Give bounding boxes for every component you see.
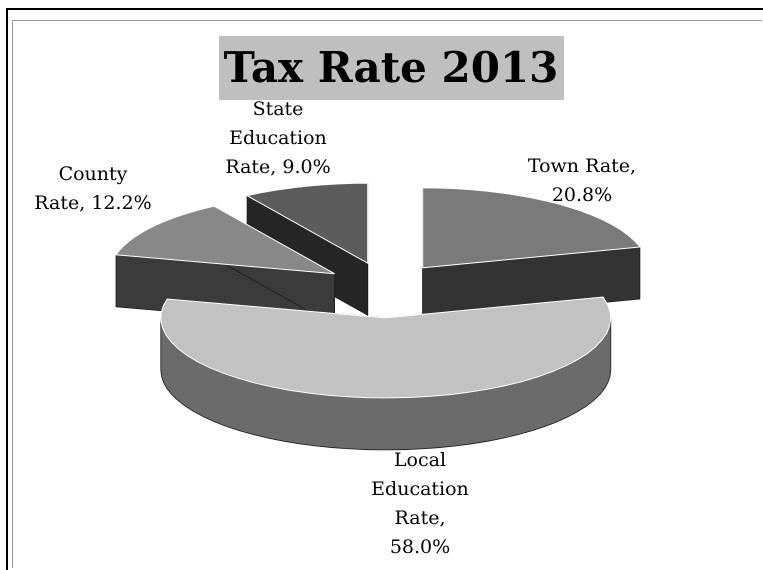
label-town-rate-line: Town Rate, <box>528 155 636 177</box>
label-local-education-rate-line: Education <box>371 478 469 500</box>
slice-county-rate-top <box>115 205 335 275</box>
label-local-education-rate-line: 58.0% <box>390 536 450 558</box>
label-local-education-rate: Local Education Rate, 58.0% <box>371 449 469 558</box>
title-text: Tax Rate 2013 <box>224 43 559 92</box>
slice-local-education-rate <box>160 296 612 451</box>
chart-title: Tax Rate 2013 <box>219 36 564 100</box>
label-state-education-rate: State Education Rate, 9.0% <box>225 98 330 178</box>
label-local-education-rate-line: Rate, <box>395 507 446 529</box>
label-state-education-rate-line: Rate, 9.0% <box>225 156 330 178</box>
label-county-rate-line: County <box>59 163 128 185</box>
label-county-rate-line: Rate, 12.2% <box>34 192 151 214</box>
title-background <box>219 36 564 100</box>
slice-town-rate-top <box>422 187 641 269</box>
label-town-rate: Town Rate, 20.8% <box>528 155 636 206</box>
label-local-education-rate-line: Local <box>394 449 446 471</box>
slice-state-education-rate-top <box>245 182 369 265</box>
chart-frame <box>6 8 763 570</box>
label-state-education-rate-line: State <box>253 98 304 120</box>
pie-slices <box>115 182 641 451</box>
label-town-rate-line: 20.8% <box>552 184 612 206</box>
label-state-education-rate-line: Education <box>229 127 327 149</box>
label-county-rate: County Rate, 12.2% <box>34 163 151 214</box>
slice-town-rate <box>422 187 641 321</box>
slice-local-education-rate-top <box>160 296 612 399</box>
slice-state-education-rate <box>245 182 369 316</box>
plot-area <box>12 20 762 568</box>
slice-labels: Town Rate, 20.8% Local Education Rate, 58.0% C… <box>34 98 636 558</box>
